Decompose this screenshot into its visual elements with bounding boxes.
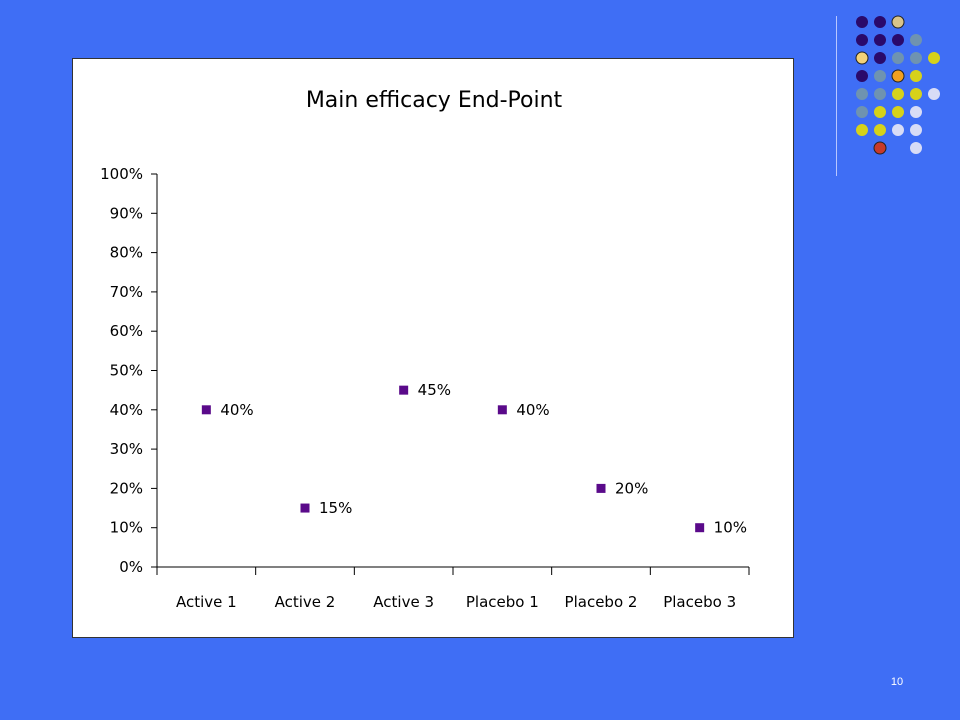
decorative-dot: [910, 106, 922, 118]
decorative-dot: [892, 88, 904, 100]
y-tick-label: 10%: [110, 519, 143, 537]
decorative-dot: [874, 106, 886, 118]
y-tick-label: 20%: [110, 479, 143, 497]
data-point-marker: [300, 503, 310, 513]
y-tick-label: 60%: [110, 322, 143, 340]
data-point-marker: [497, 405, 507, 415]
data-label: 40%: [516, 401, 549, 419]
decorative-dot: [874, 34, 886, 46]
x-tick-label: Active 2: [275, 593, 336, 611]
decorative-dot: [856, 70, 868, 82]
x-tick-label: Placebo 1: [466, 593, 539, 611]
decorative-dot: [874, 70, 886, 82]
decorative-dot: [910, 34, 922, 46]
y-tick-label: 80%: [110, 244, 143, 262]
sun-icon: [891, 69, 905, 83]
decorative-dot: [856, 124, 868, 136]
decorative-dot: [874, 52, 886, 64]
y-tick-label: 30%: [110, 440, 143, 458]
data-label: 45%: [418, 381, 451, 399]
decorative-dot: [910, 142, 922, 154]
decorative-dot: [892, 34, 904, 46]
decorative-dot: [928, 52, 940, 64]
decorative-dot: [874, 88, 886, 100]
lion-icon: [855, 51, 869, 65]
decorative-dot: [874, 124, 886, 136]
main-efficacy-chart: Main efficacy End-Point 0% 10% 20% 30% 40% 50…: [100, 88, 750, 611]
mars-icon: [873, 141, 887, 155]
data-point-marker: [596, 483, 606, 493]
x-tick-label: Active 3: [373, 593, 434, 611]
data-label: 20%: [615, 479, 648, 497]
y-tick-label: 40%: [110, 401, 143, 419]
chart-title: Main efficacy End-Point: [306, 88, 563, 113]
x-tick-label: Active 1: [176, 593, 237, 611]
decorative-dot: [874, 16, 886, 28]
decorative-dot: [856, 34, 868, 46]
decorative-dot: [910, 88, 922, 100]
data-point-marker: [201, 405, 211, 415]
decorative-dot: [892, 52, 904, 64]
decorative-dot: [910, 124, 922, 136]
decorative-dot: [856, 88, 868, 100]
y-tick-label: 50%: [110, 362, 143, 380]
decorative-dot: [856, 106, 868, 118]
saturn-icon: [891, 15, 905, 29]
data-label: 10%: [714, 519, 747, 537]
decorative-dot: [910, 52, 922, 64]
page-number: 10: [890, 676, 904, 688]
data-point-marker: [399, 385, 409, 395]
decorative-dot: [892, 106, 904, 118]
decorative-divider-line: [836, 16, 837, 176]
data-label: 15%: [319, 499, 352, 517]
y-tick-label: 90%: [110, 204, 143, 222]
x-tick-label: Placebo 2: [565, 593, 638, 611]
data-point-marker: [695, 523, 705, 533]
decorative-dot: [892, 124, 904, 136]
decorative-dot: [856, 16, 868, 28]
x-tick-label: Placebo 3: [663, 593, 736, 611]
data-label: 40%: [220, 401, 253, 419]
y-tick-label: 100%: [100, 165, 143, 183]
y-tick-label: 0%: [119, 558, 143, 576]
decorative-dot: [910, 70, 922, 82]
decorative-dot: [928, 88, 940, 100]
chart-panel: Main efficacy End-Point 0% 10% 20% 30% 40% 50…: [72, 58, 794, 638]
decorative-dot-grid: [855, 15, 940, 155]
y-tick-label: 70%: [110, 283, 143, 301]
